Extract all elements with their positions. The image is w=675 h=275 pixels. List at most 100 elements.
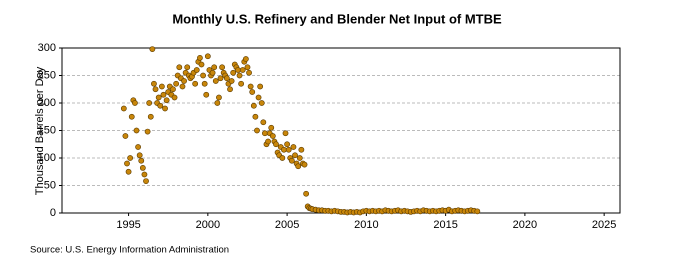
- point: [160, 91, 167, 98]
- point: [139, 164, 146, 171]
- point: [171, 94, 178, 101]
- point: [249, 89, 256, 95]
- point: [235, 67, 241, 73]
- point: [252, 113, 259, 120]
- point: [230, 69, 237, 76]
- point: [162, 105, 168, 112]
- point: [184, 64, 191, 71]
- point: [155, 94, 162, 101]
- y-tick-label: 150: [38, 124, 56, 136]
- x-tick-label: 2000: [196, 219, 220, 231]
- point: [147, 113, 154, 120]
- point: [217, 75, 224, 82]
- point: [212, 78, 219, 84]
- point: [214, 100, 221, 106]
- point: [223, 75, 230, 82]
- point: [197, 55, 203, 61]
- point: [242, 56, 249, 62]
- point: [296, 155, 303, 161]
- point: [138, 157, 145, 164]
- point: [292, 152, 298, 159]
- point: [238, 80, 245, 87]
- point: [290, 144, 297, 150]
- point: [128, 113, 135, 120]
- point: [236, 72, 243, 79]
- point: [219, 64, 226, 71]
- point: [284, 141, 291, 148]
- point: [163, 97, 170, 104]
- point: [193, 67, 200, 73]
- point: [132, 100, 138, 106]
- point: [268, 124, 275, 131]
- point: [303, 190, 310, 197]
- point: [211, 64, 218, 71]
- point: [125, 168, 132, 175]
- point: [265, 138, 271, 145]
- y-tick-label: 50: [44, 179, 56, 191]
- y-tick-label: 300: [38, 42, 56, 54]
- point: [281, 146, 287, 153]
- point: [149, 46, 156, 52]
- point: [279, 155, 286, 161]
- point: [181, 78, 187, 84]
- point: [288, 157, 295, 164]
- point: [285, 146, 292, 153]
- point: [152, 86, 159, 93]
- point: [120, 105, 127, 112]
- x-tick-label: 2005: [275, 219, 299, 231]
- point: [179, 83, 186, 90]
- point: [122, 133, 129, 139]
- point: [135, 144, 141, 150]
- point: [158, 83, 165, 90]
- point: [198, 61, 205, 68]
- point: [254, 127, 260, 134]
- x-tick-label: 2010: [354, 219, 378, 231]
- point: [192, 80, 199, 87]
- point: [203, 91, 210, 98]
- point: [262, 130, 268, 137]
- x-tick-label: 2015: [433, 219, 457, 231]
- x-tick-label: 2025: [592, 219, 616, 231]
- point: [474, 208, 481, 215]
- point: [244, 64, 251, 71]
- point: [209, 69, 216, 76]
- point: [124, 160, 130, 167]
- chart-title: Monthly U.S. Refinery and Blender Net In…: [172, 11, 502, 26]
- point: [173, 80, 180, 87]
- point: [295, 163, 302, 170]
- point: [141, 171, 148, 178]
- point: [216, 94, 222, 101]
- point: [246, 69, 252, 76]
- point: [273, 141, 279, 148]
- point: [282, 130, 289, 137]
- point: [157, 102, 164, 109]
- point: [151, 80, 157, 87]
- point: [227, 86, 233, 93]
- point: [144, 128, 151, 135]
- y-tick-label: 100: [38, 152, 56, 164]
- point: [258, 100, 265, 106]
- x-tick-label: 2020: [513, 219, 537, 231]
- point: [146, 100, 153, 106]
- point: [239, 67, 246, 73]
- point: [260, 119, 267, 126]
- y-tick-label: 200: [38, 97, 56, 109]
- point: [143, 178, 149, 184]
- point: [301, 161, 308, 168]
- y-tick-label: 0: [50, 207, 56, 219]
- point: [133, 127, 140, 134]
- x-tick-label: 1995: [116, 219, 140, 231]
- y-tick-label: 250: [38, 69, 56, 81]
- point: [127, 155, 134, 161]
- source-note: Source: U.S. Energy Information Administ…: [30, 245, 229, 256]
- point: [247, 83, 254, 90]
- point: [269, 133, 276, 139]
- point: [257, 83, 264, 90]
- y-axis-label: Thousand Barrels per Day: [34, 66, 46, 195]
- point: [201, 80, 208, 87]
- point: [176, 64, 183, 71]
- point: [204, 53, 211, 60]
- point: [255, 94, 262, 101]
